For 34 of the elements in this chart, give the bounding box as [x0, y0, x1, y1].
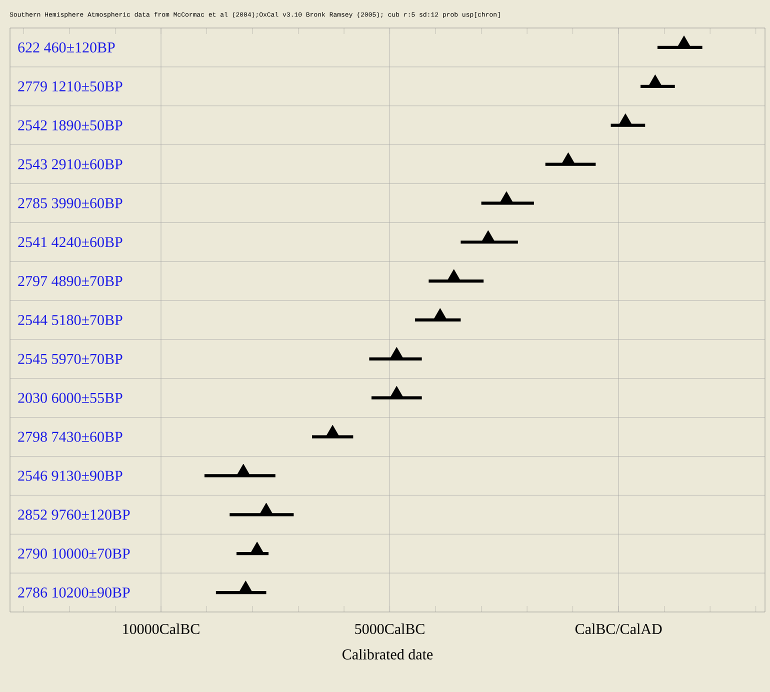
y-tick-label: 2030 6000±55BP	[18, 392, 122, 403]
y-tick-label: 2786 10200±90BP	[18, 587, 130, 598]
y-tick-label: 2852 9760±120BP	[18, 510, 130, 520]
x-tick-label: CalBC/CalAD	[575, 624, 662, 634]
point	[619, 113, 632, 124]
y-tick-label: 2543 2910±60BP	[18, 159, 122, 170]
point	[239, 580, 252, 592]
y-tick-label: 2546 9130±90BP	[18, 470, 122, 481]
point	[562, 152, 575, 164]
y-tick-label: 2542 1890±50BP	[18, 120, 122, 130]
y-tick-label: 2790 10000±70BP	[18, 548, 130, 559]
x-tick-label: 5000CalBC	[355, 624, 424, 634]
point	[434, 308, 446, 320]
point	[260, 502, 273, 514]
y-tick-label: 2785 3990±60BP	[18, 198, 122, 208]
point	[500, 191, 513, 202]
point	[390, 347, 403, 358]
point	[390, 386, 403, 397]
y-tick-label: 2798 7430±60BP	[18, 432, 122, 442]
y-tick-label: 2779 1210±50BP	[18, 81, 122, 92]
y-tick-label: 2544 5180±70BP	[18, 314, 122, 326]
point	[326, 424, 339, 436]
point	[448, 269, 460, 280]
x-tick-label: 10000CalBC	[123, 624, 200, 634]
y-tick-label: 622 460±120BP	[18, 42, 115, 53]
point	[237, 464, 250, 475]
point	[648, 74, 662, 86]
y-tick-label: 2541 4240±60BP	[18, 237, 122, 248]
x-axis-title: Calibrated date	[342, 648, 433, 660]
point	[678, 36, 690, 46]
point	[482, 230, 494, 242]
y-tick-label: 2545 5970±70BP	[18, 354, 122, 364]
point	[250, 542, 264, 553]
y-tick-label: 2797 4890±70BP	[18, 276, 122, 286]
